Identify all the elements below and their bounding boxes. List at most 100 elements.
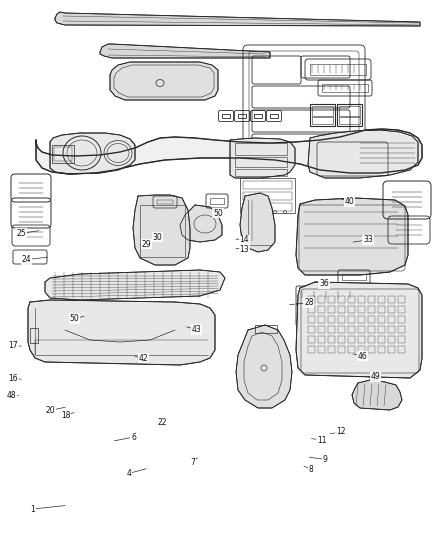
Text: 4: 4 (127, 469, 132, 478)
Text: 1: 1 (31, 505, 35, 513)
Bar (318, 306, 325, 313)
Polygon shape (180, 205, 222, 242)
Text: 49: 49 (371, 373, 381, 381)
Bar (54, 147, 72, 161)
Bar (157, 200, 173, 204)
Bar (243, 192, 292, 200)
Text: 29: 29 (142, 240, 152, 248)
Bar (388, 346, 395, 353)
Bar (338, 316, 345, 323)
Bar (398, 306, 405, 313)
Bar (348, 336, 355, 343)
Polygon shape (296, 282, 422, 378)
Bar (308, 306, 315, 313)
Text: 12: 12 (336, 427, 346, 436)
Bar (378, 346, 385, 353)
Polygon shape (230, 138, 295, 178)
Text: 30: 30 (153, 233, 162, 241)
Text: 8: 8 (309, 465, 313, 473)
Bar (338, 326, 345, 333)
Bar (348, 316, 355, 323)
Bar (358, 346, 365, 353)
Polygon shape (55, 12, 420, 26)
Bar (243, 203, 292, 211)
Text: 28: 28 (304, 298, 314, 307)
Text: 43: 43 (191, 325, 201, 334)
Polygon shape (308, 130, 418, 178)
Text: 17: 17 (8, 341, 18, 350)
Bar (308, 296, 315, 303)
Bar (398, 336, 405, 343)
Bar (368, 346, 375, 353)
Bar (336, 310, 340, 320)
Bar (338, 306, 345, 313)
Bar (378, 336, 385, 343)
Text: 6: 6 (131, 433, 136, 441)
Bar (348, 296, 355, 303)
Bar (302, 310, 332, 320)
Bar (378, 306, 385, 313)
Bar (328, 296, 335, 303)
Bar (398, 296, 405, 303)
Bar (328, 346, 335, 353)
Bar (378, 296, 385, 303)
Bar (338, 336, 345, 343)
Bar (368, 316, 375, 323)
Bar (360, 310, 364, 320)
Bar (348, 346, 355, 353)
Bar (388, 306, 395, 313)
Bar (308, 326, 315, 333)
Bar (310, 64, 366, 75)
Bar (339, 117, 360, 124)
Bar (238, 114, 246, 118)
Bar (210, 198, 224, 204)
Bar (328, 306, 335, 313)
Bar (354, 310, 358, 320)
Bar (348, 326, 355, 333)
Text: 48: 48 (6, 391, 16, 400)
Text: 36: 36 (319, 279, 329, 288)
Bar (328, 316, 335, 323)
Bar (358, 326, 365, 333)
Polygon shape (28, 300, 215, 365)
Bar (398, 326, 405, 333)
Bar (318, 336, 325, 343)
Bar (254, 114, 262, 118)
Bar (235, 143, 287, 155)
Bar (348, 306, 355, 313)
Bar (342, 310, 346, 320)
Bar (235, 157, 287, 167)
Text: 40: 40 (345, 197, 354, 206)
Text: 9: 9 (322, 455, 328, 464)
Bar (308, 336, 315, 343)
Bar (358, 306, 365, 313)
Text: 22: 22 (157, 418, 167, 427)
Bar (358, 296, 365, 303)
Bar (300, 308, 366, 322)
Bar (318, 316, 325, 323)
Bar (312, 117, 333, 124)
Bar (368, 296, 375, 303)
Bar (358, 316, 365, 323)
Bar (328, 336, 335, 343)
Bar (378, 316, 385, 323)
Bar (368, 306, 375, 313)
Text: 7: 7 (190, 458, 195, 467)
Bar (398, 346, 405, 353)
Bar (222, 114, 230, 118)
Bar (300, 290, 366, 300)
Bar (398, 316, 405, 323)
Bar (338, 296, 345, 303)
Bar (368, 326, 375, 333)
Text: 50: 50 (70, 314, 79, 323)
Bar (318, 326, 325, 333)
Text: 20: 20 (46, 406, 55, 415)
Polygon shape (133, 195, 190, 265)
Text: 11: 11 (317, 436, 327, 445)
Bar (348, 310, 352, 320)
Bar (140, 205, 185, 257)
Bar (240, 178, 295, 213)
Polygon shape (110, 62, 218, 100)
Bar (52, 145, 74, 163)
Text: 42: 42 (139, 354, 148, 362)
